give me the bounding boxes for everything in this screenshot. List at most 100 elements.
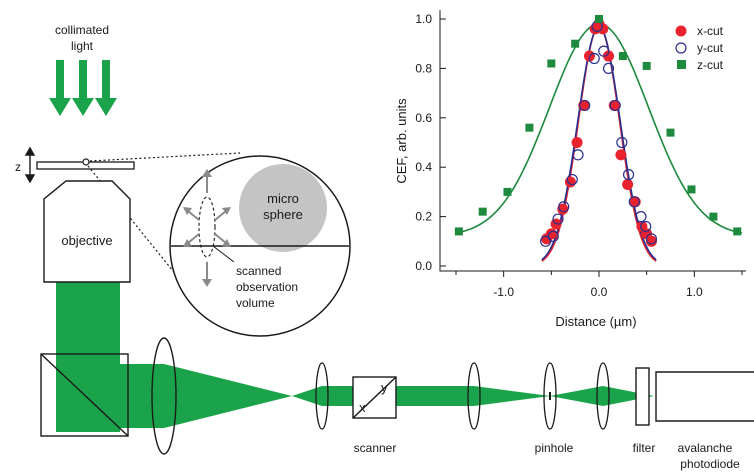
beam-to-lens <box>120 364 164 428</box>
beam-from-pinhole <box>550 386 603 406</box>
point-x-cut <box>622 178 634 190</box>
collimated-light-arrows <box>49 60 117 116</box>
point-y-cut <box>588 52 600 65</box>
microsphere-label-line1: micro <box>267 191 299 206</box>
legend-marker-y-cut <box>675 42 687 54</box>
scan-direction-arrows <box>183 169 231 287</box>
z-axis-label: z <box>15 160 21 174</box>
x-axis: -1.0 0.0 1.0 <box>455 271 743 299</box>
point-z-cut <box>454 227 463 236</box>
relay-lens-2 <box>467 362 481 430</box>
point-z-cut <box>666 128 675 137</box>
observation-volume <box>198 196 216 258</box>
legend-marker-z-cut <box>677 60 686 69</box>
chart-legend: x-cut y-cut z-cut <box>675 24 724 72</box>
collimated-label-line2: light <box>71 39 94 53</box>
point-y-cut <box>616 136 628 149</box>
point-y-cut <box>547 230 559 242</box>
data-points <box>454 15 742 247</box>
point-z-cut <box>687 185 696 194</box>
photodiode-label-line1: avalanche <box>678 441 733 455</box>
point-y-cut <box>552 213 564 225</box>
y-tick-label: 0.2 <box>415 210 432 224</box>
scan-downright-arrow-icon <box>222 239 231 247</box>
plot-frame <box>439 10 746 272</box>
point-z-cut <box>478 207 487 216</box>
point-y-cut <box>645 233 658 245</box>
point-z-cut <box>571 39 580 48</box>
point-x-cut <box>603 50 615 62</box>
beam-scanner-path <box>322 386 474 406</box>
scanned-label-line3: volume <box>236 296 275 310</box>
scan-downleft-arrow-icon <box>183 239 192 247</box>
beam-vertical <box>56 282 120 364</box>
light-arrow-icon <box>49 60 71 116</box>
point-x-cut <box>645 235 657 247</box>
point-y-cut <box>598 45 610 57</box>
point-z-cut <box>503 187 512 196</box>
x-tick-label: 0.0 <box>591 285 608 299</box>
point-y-cut <box>640 220 652 233</box>
point-x-cut <box>615 149 627 161</box>
cef-chart: 0.0 0.2 0.4 0.6 0.8 1.0 -1.0 0.0 1.0 CEF, arb. … <box>394 10 746 329</box>
point-x-cut <box>597 23 609 35</box>
objective-body <box>43 180 131 283</box>
scanner-label: scanner <box>354 441 397 455</box>
magnified-view: micro sphere scanned observation volume <box>169 155 351 337</box>
collimated-label-line1: collimated <box>55 23 109 37</box>
legend-label-x-cut: x-cut <box>697 24 724 38</box>
microsphere-label-line2: sphere <box>263 207 303 222</box>
scanned-label-line2: observation <box>236 280 298 294</box>
beam-splitter-cube <box>40 353 129 437</box>
point-y-cut <box>558 201 570 213</box>
legend-marker-x-cut <box>675 25 687 37</box>
x-tick-label: -1.0 <box>493 285 514 299</box>
y-tick-label: 0.6 <box>415 111 432 125</box>
point-z-cut <box>595 15 603 23</box>
photodiode-body <box>655 371 754 422</box>
beam-cube <box>56 358 120 432</box>
microsphere <box>239 164 327 252</box>
point-z-cut <box>618 52 627 61</box>
y-tick-label: 0.4 <box>415 160 432 174</box>
point-x-cut <box>564 176 576 188</box>
beam-to-pinhole <box>474 386 550 406</box>
x-axis-label: Distance (µm) <box>555 314 636 329</box>
objective-label: objective <box>61 233 112 248</box>
setup-diagram: collimated light z <box>15 23 754 471</box>
focal-spot-icon <box>82 158 90 166</box>
point-y-cut <box>622 169 635 181</box>
scanner-x-label: x <box>359 400 366 415</box>
green-beam <box>56 282 654 432</box>
pinhole-label: pinhole <box>535 441 574 455</box>
point-y-cut <box>572 149 584 161</box>
scan-down-arrow-icon <box>202 279 212 287</box>
y-tick-label: 0.0 <box>415 259 432 273</box>
pinhole-lens <box>543 362 557 430</box>
point-z-cut <box>525 123 534 132</box>
fit-curve-z-cut <box>455 23 743 234</box>
point-y-cut <box>579 99 591 112</box>
z-down-arrow-icon <box>24 174 36 184</box>
legend-label-z-cut: z-cut <box>697 58 724 72</box>
point-x-cut <box>545 228 557 240</box>
filter-element <box>635 367 650 426</box>
y-tick-label: 0.8 <box>415 61 432 75</box>
light-arrow-icon <box>72 60 94 116</box>
tube-lens <box>151 337 177 455</box>
y-tick-label: 1.0 <box>415 12 432 26</box>
zoom-line-upper <box>89 152 241 162</box>
point-x-cut <box>571 137 583 148</box>
filter-label: filter <box>633 441 656 455</box>
point-z-cut <box>547 59 556 68</box>
scanner-box: x y <box>352 376 397 419</box>
z-up-arrow-icon <box>24 146 36 156</box>
point-y-cut <box>602 62 615 75</box>
point-y-cut <box>635 211 647 223</box>
point-y-cut <box>609 99 621 112</box>
point-z-cut <box>642 61 651 70</box>
point-z-cut <box>733 227 742 236</box>
point-z-cut <box>709 212 718 221</box>
volume-leader-line <box>212 245 235 263</box>
